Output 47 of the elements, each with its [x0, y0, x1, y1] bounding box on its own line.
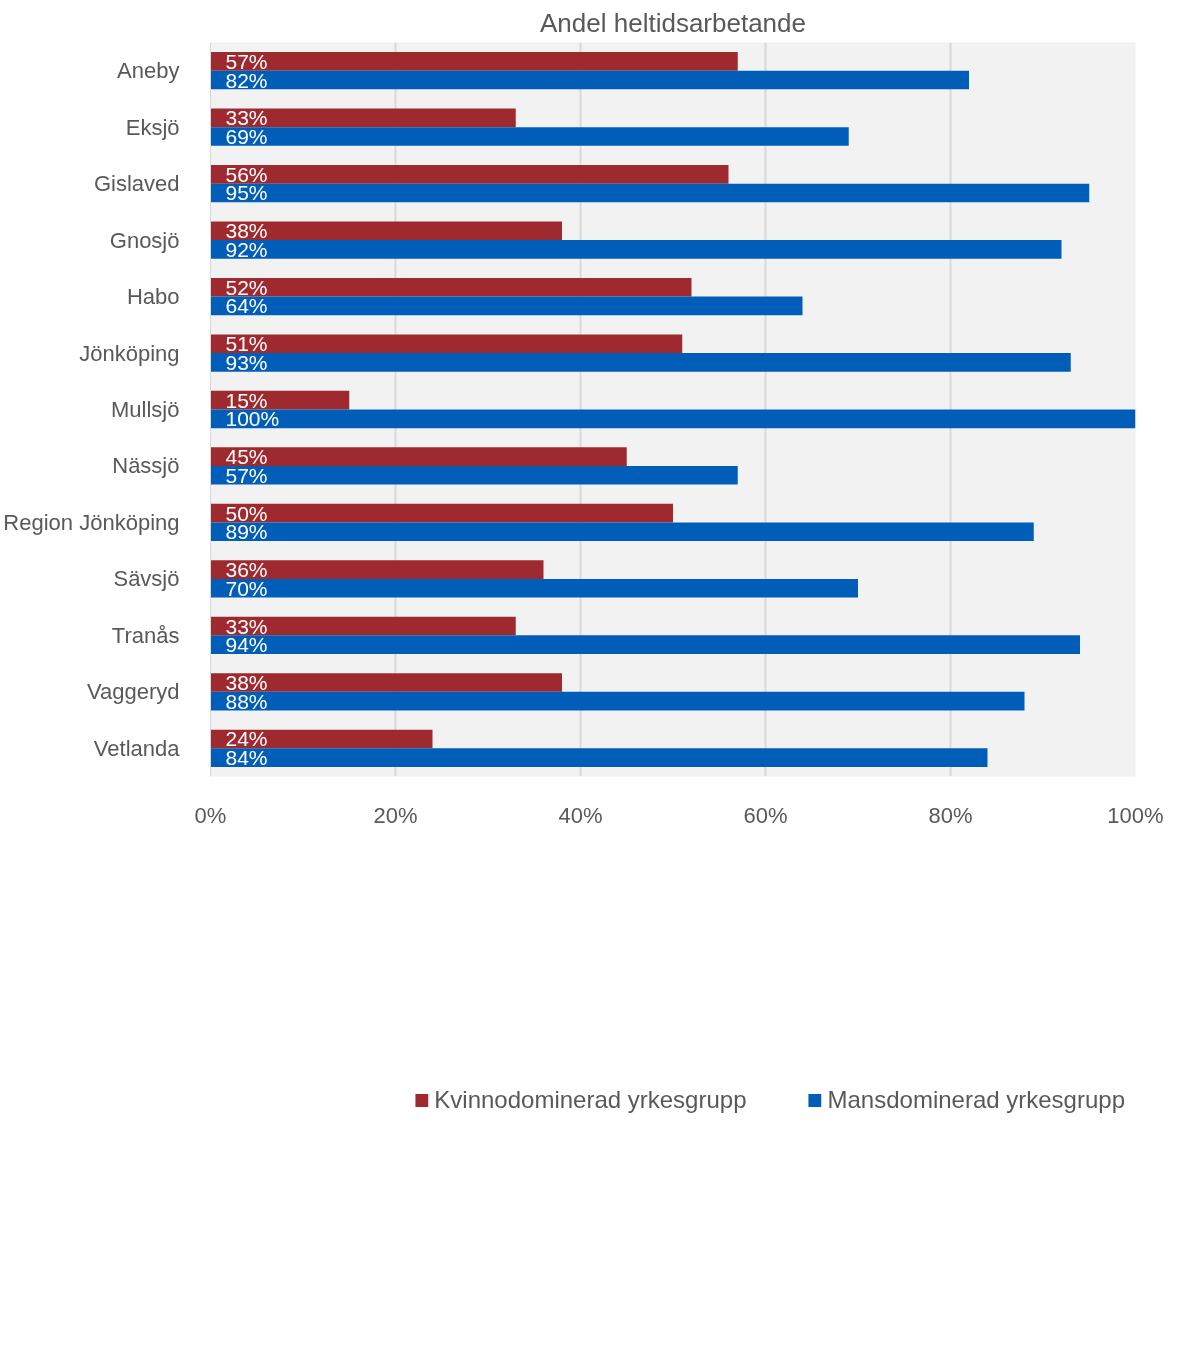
bar [210, 503, 673, 523]
bar [210, 334, 683, 354]
y-tick-label: Eksjö [125, 114, 180, 140]
bar [210, 616, 516, 636]
chart-title: Andel heltidsarbetande [540, 7, 806, 38]
bar [210, 578, 858, 598]
y-tick-label: Habo [126, 284, 180, 310]
bar [210, 240, 1062, 259]
bar [210, 522, 1034, 542]
y-tick-label: Mullsjö [111, 397, 180, 422]
y-tick-label: Vetlanda [93, 735, 181, 761]
x-tick-label: 0% [194, 802, 227, 828]
bar [210, 221, 562, 241]
bar [210, 691, 1025, 711]
bar [210, 70, 969, 90]
y-tick-label: Aneby [117, 58, 180, 84]
bar [210, 390, 350, 410]
bar [210, 277, 692, 297]
bar [210, 465, 738, 485]
bar [210, 409, 1136, 429]
x-tick-label: 80% [928, 802, 973, 828]
y-tick-label: Region Jönköping [3, 509, 180, 535]
y-tick-label: Gnosjö [109, 227, 180, 253]
bar [210, 673, 562, 692]
bar [210, 183, 1090, 203]
y-tick-label: Tranås [111, 622, 180, 648]
bar [210, 353, 1071, 372]
x-tick-label: 100% [1107, 802, 1164, 828]
x-tick-label: 20% [373, 802, 418, 828]
bar [210, 52, 738, 71]
bar [210, 748, 988, 767]
bar [210, 127, 849, 146]
bar [210, 560, 544, 579]
bar [210, 165, 729, 184]
y-tick-label: Sävsjö [113, 566, 180, 592]
bar [210, 447, 627, 466]
legend-label: Mansdominerad yrkesgrupp [827, 1086, 1125, 1114]
y-tick-label: Vaggeryd [86, 679, 180, 705]
y-tick-label: Jönköping [79, 340, 180, 366]
x-tick-label: 40% [558, 802, 603, 828]
bar [210, 635, 1080, 654]
legend-label: Kvinnodominerad yrkesgrupp [434, 1086, 747, 1114]
y-tick-label: Gislaved [93, 171, 180, 197]
x-tick-label: 60% [743, 802, 788, 828]
y-tick-label: Nässjö [112, 453, 180, 479]
bar [210, 108, 516, 128]
bar [210, 296, 803, 316]
